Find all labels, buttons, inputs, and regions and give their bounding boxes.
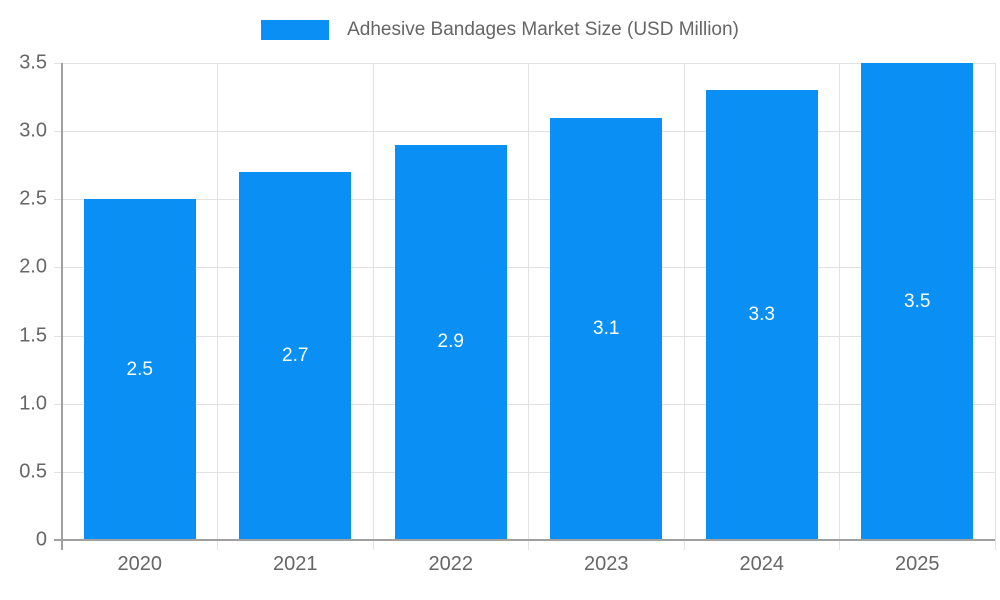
gridline (54, 63, 995, 64)
x-tick-label-2023: 2023 (584, 553, 629, 575)
gridline (54, 471, 995, 473)
bar-value-label: 2.9 (437, 331, 464, 353)
bar-2021: 2.7 (239, 172, 352, 540)
y-tick-label: 3.0 (19, 119, 47, 142)
y-tick-label: 3.5 (19, 51, 47, 74)
bar-value-label: 3.1 (593, 317, 620, 339)
x-tick-label-2025: 2025 (895, 553, 940, 575)
chart-legend: Adhesive Bandages Market Size (USD Milli… (0, 19, 1000, 41)
bar-2025: 3.5 (861, 63, 974, 540)
bar-value-label: 2.7 (282, 345, 309, 367)
bar-value-label: 3.3 (748, 304, 775, 326)
bar-2020: 2.5 (83, 199, 196, 540)
gridline (54, 335, 995, 337)
gridline (994, 63, 996, 550)
legend-item[interactable]: Adhesive Bandages Market Size (USD Milli… (261, 19, 739, 41)
y-axis-line (61, 63, 63, 550)
legend-swatch-icon (261, 20, 330, 40)
y-tick-label: 2.0 (19, 255, 47, 278)
gridline (217, 63, 218, 550)
gridline (54, 199, 995, 201)
bar-2024: 3.3 (705, 90, 818, 540)
y-tick-label: 2.5 (19, 187, 47, 210)
y-tick-label: 1.5 (19, 324, 47, 347)
gridline (372, 63, 374, 550)
x-tick-label-2024: 2024 (739, 553, 785, 575)
gridline (683, 63, 685, 550)
gridline (54, 267, 995, 269)
gridline (54, 403, 995, 405)
bar-value-label: 2.5 (126, 358, 153, 380)
bar-2023: 3.1 (550, 117, 663, 540)
y-tick-label: 0 (35, 528, 47, 551)
bar-2022: 2.9 (394, 144, 507, 540)
bar-value-label: 3.5 (904, 290, 931, 312)
x-tick-label-2021: 2021 (273, 553, 318, 575)
y-tick-label: 1.0 (19, 392, 47, 415)
legend-label: Adhesive Bandages Market Size (USD Milli… (347, 19, 739, 40)
y-tick-label: 0.5 (19, 460, 47, 483)
x-tick-label-2022: 2022 (428, 553, 474, 575)
gridline (528, 63, 529, 550)
gridline (839, 63, 840, 550)
x-tick-label-2020: 2020 (117, 553, 163, 575)
x-axis-line (54, 539, 995, 541)
gridline (54, 131, 995, 133)
plot-area: 2.5 2.7 2.9 3.1 3.3 3.5 0 0.5 1.0 1.5 2.0 2.5 3.0 3.… (19, 52, 996, 575)
